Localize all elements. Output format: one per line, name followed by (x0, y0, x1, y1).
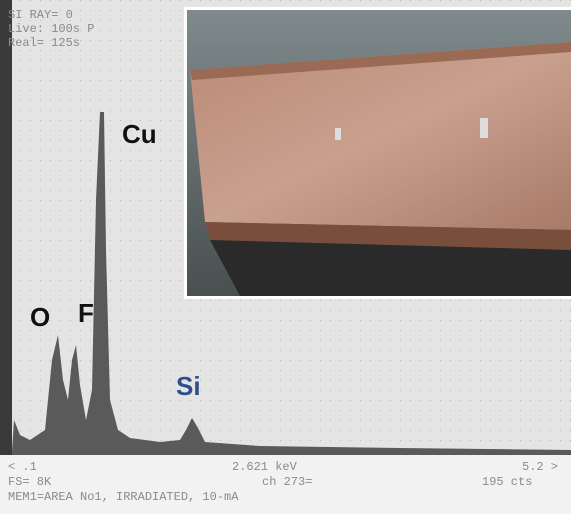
peak-label: Cu (122, 119, 157, 149)
footer-text: < .1 (8, 460, 37, 474)
footer-text: FS= 8K (8, 475, 52, 489)
photo (184, 7, 571, 299)
peak-label: O (30, 302, 50, 332)
peak-label: Si (176, 371, 201, 401)
page: SI RAY= 0 Live: 100s P Real= 125s Cu O F… (0, 0, 571, 514)
header-line: Real= 125s (8, 36, 80, 50)
footer-text: 2.621 keV (232, 460, 298, 474)
footer-text: 5.2 > (522, 460, 558, 474)
left-edge (0, 0, 12, 455)
header-line: SI RAY= 0 (8, 8, 73, 22)
footer-text: MEM1=AREA No1, IRRADIATED, 10-mA (8, 490, 239, 504)
peak-label: F (78, 298, 94, 328)
header-line: Live: 100s P (8, 22, 94, 36)
footer-text: 195 cts (482, 475, 532, 489)
footer-text: ch 273= (262, 475, 312, 489)
